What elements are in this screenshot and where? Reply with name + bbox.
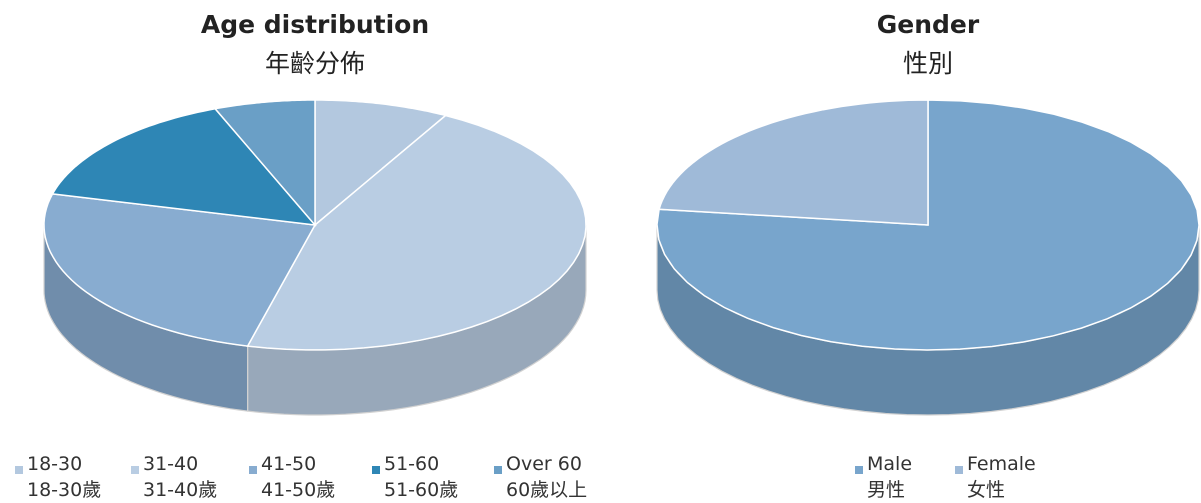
legend-label-zh: 51-60歲 [384, 479, 458, 501]
legend-label-zh: 男性 [867, 479, 905, 501]
legend-swatch [855, 466, 863, 474]
legend-swatch [131, 466, 139, 474]
legend-swatch [15, 466, 23, 474]
legend-swatch [494, 466, 502, 474]
legend-label: Female [967, 453, 1036, 475]
legend-label: Over 60 [506, 453, 582, 475]
chart-subtitle: 年齡分佈 [265, 49, 365, 78]
legend-label-zh: 18-30歲 [27, 479, 101, 501]
legend-label-zh: 60歲以上 [506, 479, 587, 501]
legend-label-zh: 31-40歲 [143, 479, 217, 501]
chart-title: Age distribution [201, 10, 429, 39]
legend-label-zh: 女性 [967, 479, 1005, 501]
pie-slice [658, 99, 929, 226]
chart-title: Gender [877, 10, 980, 39]
pie-slice [51, 107, 317, 226]
legend-label: 51-60 [384, 453, 439, 475]
pie-slice [314, 99, 448, 227]
legend-label: 18-30 [27, 453, 82, 475]
legend-swatch [372, 466, 380, 474]
pie-slice [43, 193, 317, 347]
legend-label: 31-40 [143, 453, 198, 475]
legend-swatch [249, 466, 257, 474]
pie-slice [213, 99, 316, 228]
legend-label: 41-50 [261, 453, 316, 475]
chart-subtitle: 性別 [903, 49, 953, 78]
legend-swatch [955, 466, 963, 474]
legend-label-zh: 41-50歲 [261, 479, 335, 501]
pie-slice [246, 114, 587, 351]
legend-label: Male [867, 453, 912, 475]
